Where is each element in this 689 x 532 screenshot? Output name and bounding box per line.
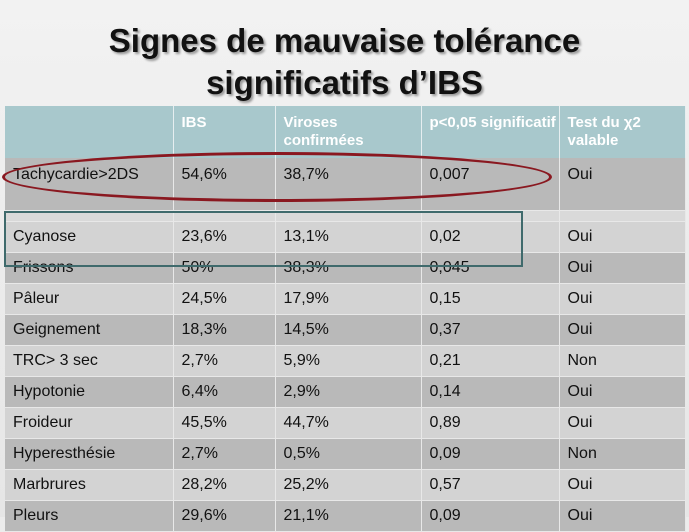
spacer-row: [5, 210, 686, 222]
cell-test: Oui: [559, 314, 686, 346]
header-cell-sign: [5, 106, 174, 158]
table-row: Geignement 18,3% 14,5% 0,37 Oui: [5, 314, 686, 346]
cell-ibs: 18,3%: [173, 314, 276, 346]
cell-test: Oui: [559, 158, 686, 211]
cell-p: 0,14: [421, 376, 560, 408]
cell-p: 0,09: [421, 438, 560, 470]
cell-viroses: 5,9%: [275, 345, 422, 377]
cell-p: 0,37: [421, 314, 560, 346]
cell-viroses: 38,7%: [275, 158, 422, 211]
cell-sign: Marbrures: [5, 469, 174, 501]
cell-sign: Hypotonie: [5, 376, 174, 408]
cell-sign: Froideur: [5, 407, 174, 439]
cell-p: 0,15: [421, 283, 560, 315]
table-row: TRC> 3 sec 2,7% 5,9% 0,21 Non: [5, 345, 686, 377]
cell-ibs: 2,7%: [173, 438, 276, 470]
table-row: Pâleur 24,5% 17,9% 0,15 Oui: [5, 283, 686, 315]
cell-ibs: 45,5%: [173, 407, 276, 439]
cell-p: 0,09: [421, 500, 560, 532]
cell-sign: Cyanose: [5, 221, 174, 253]
cell-viroses: 38,3%: [275, 252, 422, 284]
cell-test: Oui: [559, 221, 686, 253]
header-cell-ibs: IBS: [173, 106, 276, 158]
cell-viroses: 44,7%: [275, 407, 422, 439]
table-row: Hyperesthésie 2,7% 0,5% 0,09 Non: [5, 438, 686, 470]
cell-viroses: 13,1%: [275, 221, 422, 253]
cell-p: 0,57: [421, 469, 560, 501]
results-table: IBS Viroses confirmées p<0,05 significat…: [5, 106, 686, 532]
cell-test: Oui: [559, 376, 686, 408]
header-cell-viroses: Viroses confirmées: [275, 106, 422, 158]
title-line-1: Signes de mauvaise tolérance: [108, 22, 581, 59]
cell-ibs: 54,6%: [173, 158, 276, 211]
cell-p: 0,89: [421, 407, 560, 439]
cell-ibs: 28,2%: [173, 469, 276, 501]
cell-test: Non: [559, 438, 686, 470]
cell-test: Oui: [559, 407, 686, 439]
cell-sign: Frissons: [5, 252, 174, 284]
table-row: Pleurs 29,6% 21,1% 0,09 Oui: [5, 500, 686, 532]
cell-ibs: 50%: [173, 252, 276, 284]
cell-viroses: 0,5%: [275, 438, 422, 470]
cell-sign: TRC> 3 sec: [5, 345, 174, 377]
cell-ibs: 23,6%: [173, 221, 276, 253]
table-row: Tachycardie>2DS 54,6% 38,7% 0,007 Oui: [5, 158, 686, 211]
cell-viroses: 17,9%: [275, 283, 422, 315]
cell-p: 0,007: [421, 158, 560, 211]
cell-viroses: 21,1%: [275, 500, 422, 532]
cell-sign: Hyperesthésie: [5, 438, 174, 470]
table-row: Marbrures 28,2% 25,2% 0,57 Oui: [5, 469, 686, 501]
cell-sign: Geignement: [5, 314, 174, 346]
header-cell-p: p<0,05 significatif: [421, 106, 560, 158]
cell-sign: Pâleur: [5, 283, 174, 315]
cell-viroses: 2,9%: [275, 376, 422, 408]
cell-test: Non: [559, 345, 686, 377]
cell-test: Oui: [559, 283, 686, 315]
cell-p: 0,02: [421, 221, 560, 253]
cell-viroses: 25,2%: [275, 469, 422, 501]
cell-ibs: 29,6%: [173, 500, 276, 532]
cell-p: 0,21: [421, 345, 560, 377]
table-row: Cyanose 23,6% 13,1% 0,02 Oui: [5, 221, 686, 253]
table-row: Frissons 50% 38,3% 0,045 Oui: [5, 252, 686, 284]
slide-title: Signes de mauvaise tolérance significati…: [0, 20, 689, 104]
cell-ibs: 24,5%: [173, 283, 276, 315]
cell-p: 0,045: [421, 252, 560, 284]
cell-sign: Pleurs: [5, 500, 174, 532]
cell-viroses: 14,5%: [275, 314, 422, 346]
table-row: Froideur 45,5% 44,7% 0,89 Oui: [5, 407, 686, 439]
cell-test: Oui: [559, 469, 686, 501]
cell-sign: Tachycardie>2DS: [5, 158, 174, 211]
table-row: Hypotonie 6,4% 2,9% 0,14 Oui: [5, 376, 686, 408]
cell-ibs: 6,4%: [173, 376, 276, 408]
header-cell-test: Test du χ2 valable: [559, 106, 686, 158]
cell-test: Oui: [559, 500, 686, 532]
cell-ibs: 2,7%: [173, 345, 276, 377]
header-row: IBS Viroses confirmées p<0,05 significat…: [5, 106, 686, 158]
title-line-2: significatifs d’IBS: [206, 64, 483, 101]
cell-test: Oui: [559, 252, 686, 284]
